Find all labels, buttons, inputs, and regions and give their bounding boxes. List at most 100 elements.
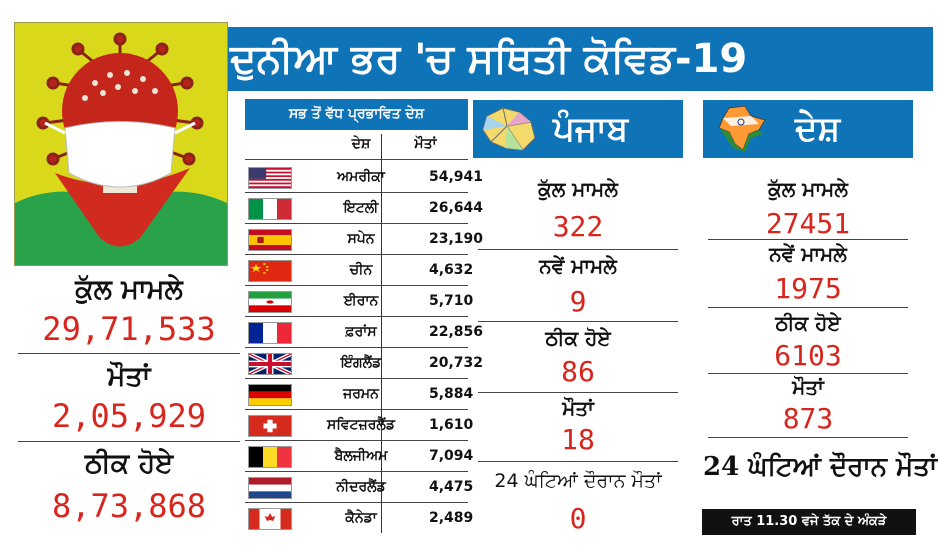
china-flag-icon [248,260,292,282]
punjab-recovered-label: ਠੀਕ ਹੋਏ [545,326,611,350]
country-deaths: 4,475 [429,479,474,495]
world-deaths-value: 2,05,929 [51,397,207,435]
country-name: ਫ਼ਰਾਂਸ [345,324,377,340]
punjab-map-icon [482,107,536,151]
country-deaths: 2,489 [429,510,474,526]
divider [245,159,468,160]
world-recovered-label: ਠੀਕ ਹੋਏ [84,448,174,479]
country-deaths: 20,732 [429,355,484,371]
germany-flag-icon [248,384,292,406]
divider [708,239,908,240]
table-row: ਕੈਨੇਡਾ 2,489 [245,505,474,531]
punjab-new-label: ਨਵੇਂ ਮਾਮਲੇ [539,254,617,278]
world-total-cases-value: 29,71,533 [42,310,216,348]
table-row: ਅਮਰੀਕਾ 54,941 [245,164,484,190]
world-recovered-value: 8,73,868 [51,487,207,525]
india-deaths-value: 873 [782,402,834,435]
table-row: ਨੀਦਰਲੈਂਡ 4,475 [245,474,474,500]
spain-flag-icon [248,229,292,251]
switzerland-flag-icon [248,415,292,437]
divider [245,471,468,472]
punjab-deaths-24h-label: 24 ਘੰਟਿਆਂ ਦੌਰਾਨ ਮੌਤਾਂ [494,470,662,492]
divider [478,392,678,393]
punjab-deaths-value: 18 [561,423,595,456]
divider [708,373,908,374]
virus-face-icon [15,23,227,265]
divider [708,307,908,308]
punjab-total-label: ਕੁੱਲ ਮਾਮਲੇ [538,177,618,201]
virus-mask-illustration [14,22,228,266]
table-row: ਸਪੇਨ 23,190 [245,226,484,252]
divider [245,378,468,379]
country-deaths: 5,710 [429,293,474,309]
india-total-value: 27451 [765,207,851,240]
iran-flag-icon [248,291,292,313]
canada-flag-icon [248,508,292,530]
india-deaths-24h-label: 24 ਘੰਟਿਆਂ ਦੌਰਾਨ ਮੌਤਾਂ [703,452,938,482]
table-row: ਇਟਲੀ 26,644 [245,195,484,221]
title-bar [205,27,933,91]
country-deaths: 4,632 [429,262,474,278]
country-name: ਜਰਮਨ [343,386,379,402]
usa-flag-icon [248,167,292,189]
india-deaths-label: ਮੌਤਾਂ [792,375,824,399]
india-header: ਦੇਸ਼ [703,100,913,158]
table-row: ਬੈਲਜੀਅਮ 7,094 [245,443,474,469]
punjab-header: ਪੰਜਾਬ [473,100,683,158]
punjab-total-value: 322 [552,210,604,243]
divider [478,321,678,322]
column-header-country: ਦੇਸ਼ [351,136,371,152]
divider [478,461,678,462]
india-recovered-value: 6103 [774,339,842,372]
divider [245,440,468,441]
italy-flag-icon [248,198,292,220]
divider [18,353,240,354]
divider [245,316,468,317]
country-deaths: 26,644 [429,200,484,216]
india-recovered-label: ਠੀਕ ਹੋਏ [775,311,841,335]
divider [245,502,468,503]
world-total-cases-label: ਕੁੱਲ ਮਾਮਲੇ [75,274,183,305]
column-header-deaths: ਮੌਤਾਂ [414,136,437,152]
divider [245,254,468,255]
punjab-deaths-24h-value: 0 [569,502,587,535]
divider [18,441,240,442]
table-row: ਫ਼ਰਾਂਸ 22,856 [245,319,484,345]
india-total-label: ਕੁੱਲ ਮਾਮਲੇ [768,177,848,201]
divider [478,249,678,250]
india-new-label: ਨਵੇਂ ਮਾਮਲੇ [769,242,847,266]
country-deaths: 54,941 [429,169,484,185]
punjab-new-value: 9 [569,285,587,318]
table-row: ਇੰਗਲੈਂਡ 20,732 [245,350,484,376]
punjab-recovered-value: 86 [561,355,595,388]
country-name: ਇੰਗਲੈਂਡ [340,355,382,371]
country-deaths: 22,856 [429,324,484,340]
divider [245,409,468,410]
country-name: ਅਮਰੀਕਾ [337,169,385,185]
divider [245,347,468,348]
table-row: ਜਰਮਨ 5,884 [245,381,474,407]
country-name: ਚੀਨ [349,262,373,278]
world-deaths-label: ਮੌਤਾਂ [107,361,151,392]
divider [245,192,468,193]
divider [245,223,468,224]
belgium-flag-icon [248,446,292,468]
country-name: ਨੀਦਰਲੈਂਡ [336,479,386,495]
country-deaths: 5,884 [429,386,474,402]
column-divider [381,134,382,533]
table-row: ਈਰਾਨ 5,710 [245,288,474,314]
netherlands-flag-icon [248,477,292,499]
countries-table-title: ਸਭ ਤੋਂ ਵੱਧ ਪ੍ਰਭਾਵਿਤ ਦੇਸ਼ [245,99,468,130]
divider [708,437,908,438]
country-deaths: 23,190 [429,231,484,247]
punjab-deaths-label: ਮੌਤਾਂ [562,396,594,420]
uk-flag-icon [248,353,292,375]
table-row: ਸਵਿਟਜ਼ਰਲੈਂਡ 1,610 [245,412,474,438]
india-new-value: 1975 [774,272,842,305]
country-name: ਇਟਲੀ [343,200,379,216]
country-deaths: 1,610 [429,417,474,433]
country-deaths: 7,094 [429,448,474,464]
country-name: ਕੈਨੇਡਾ [345,510,377,526]
table-row: ਚੀਨ 4,632 [245,257,474,283]
country-name: ਸਪੇਨ [347,231,375,247]
